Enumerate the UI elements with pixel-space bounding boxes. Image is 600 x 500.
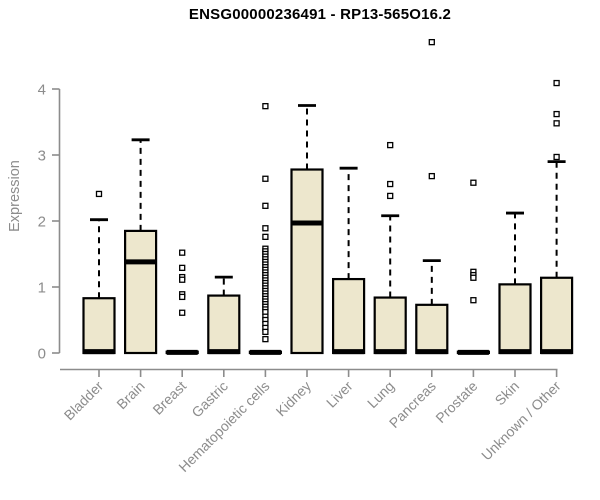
- boxplot-kidney: [290, 104, 324, 355]
- boxplot-gastric: [207, 275, 241, 355]
- box-iqr: [290, 168, 324, 355]
- boxplot-skin: [498, 211, 532, 355]
- boxplot-hematopoietic-cells: [248, 103, 282, 355]
- outlier-point: [387, 141, 394, 149]
- box-iqr: [123, 229, 158, 355]
- y-tick-label: 3: [38, 148, 46, 165]
- box-iqr: [415, 303, 449, 355]
- boxplot-breast: [165, 249, 199, 355]
- outlier-point: [179, 293, 186, 301]
- outlier-point: [470, 274, 477, 281]
- x-tick-label-lung: Lung: [364, 378, 397, 411]
- outlier-point: [470, 297, 477, 304]
- x-tick-label-breast: Breast: [149, 378, 189, 418]
- outlier-point: [262, 103, 269, 110]
- x-tick-label-skin: Skin: [492, 378, 523, 409]
- boxplot-brain: [123, 138, 158, 355]
- boxplot-lung: [373, 141, 407, 355]
- outlier-point: [553, 153, 560, 161]
- boxplot-prostate: [456, 179, 490, 355]
- outlier-point: [179, 276, 186, 283]
- box-iqr: [539, 276, 574, 355]
- box-iqr: [207, 294, 241, 355]
- y-tick-label: 4: [38, 82, 46, 99]
- y-tick-label: 0: [38, 346, 46, 363]
- box-iqr: [82, 297, 116, 355]
- outlier-point: [553, 120, 560, 127]
- outlier-point: [179, 264, 186, 272]
- box-iqr: [498, 283, 532, 355]
- outlier-point: [262, 202, 269, 209]
- outlier-point: [262, 175, 269, 182]
- box-iqr: [332, 277, 366, 355]
- x-tick-label-prostate: Prostate: [432, 378, 480, 426]
- x-tick-label-kidney: Kidney: [273, 378, 315, 420]
- outlier-point: [470, 179, 477, 186]
- boxplot-bladder: [82, 190, 116, 355]
- outlier-point: [387, 192, 394, 200]
- outlier-point: [262, 233, 269, 240]
- outlier-point: [262, 328, 269, 336]
- outlier-point: [387, 180, 394, 188]
- outlier-point: [262, 335, 269, 343]
- outlier-point: [553, 79, 560, 87]
- boxplot-pancreas: [415, 38, 449, 355]
- boxplot-unknown-other: [539, 79, 574, 355]
- outlier-point: [428, 38, 435, 46]
- outlier-point: [95, 190, 103, 198]
- x-tick-label-liver: Liver: [323, 378, 356, 411]
- y-tick-label: 1: [38, 280, 46, 297]
- outlier-point: [428, 172, 435, 180]
- box-iqr: [373, 296, 407, 355]
- outlier-point: [179, 309, 186, 316]
- outlier-point: [553, 110, 560, 118]
- boxplot-liver: [332, 166, 366, 355]
- outlier-point: [179, 249, 186, 256]
- x-tick-label-brain: Brain: [113, 378, 147, 412]
- y-tick-label: 2: [38, 214, 46, 231]
- chart-title: ENSG00000236491 - RP13-565O16.2: [188, 6, 452, 23]
- outlier-point: [262, 225, 269, 232]
- x-tick-label-unknown-other: Unknown / Other: [478, 378, 564, 464]
- x-tick-label-bladder: Bladder: [61, 378, 107, 424]
